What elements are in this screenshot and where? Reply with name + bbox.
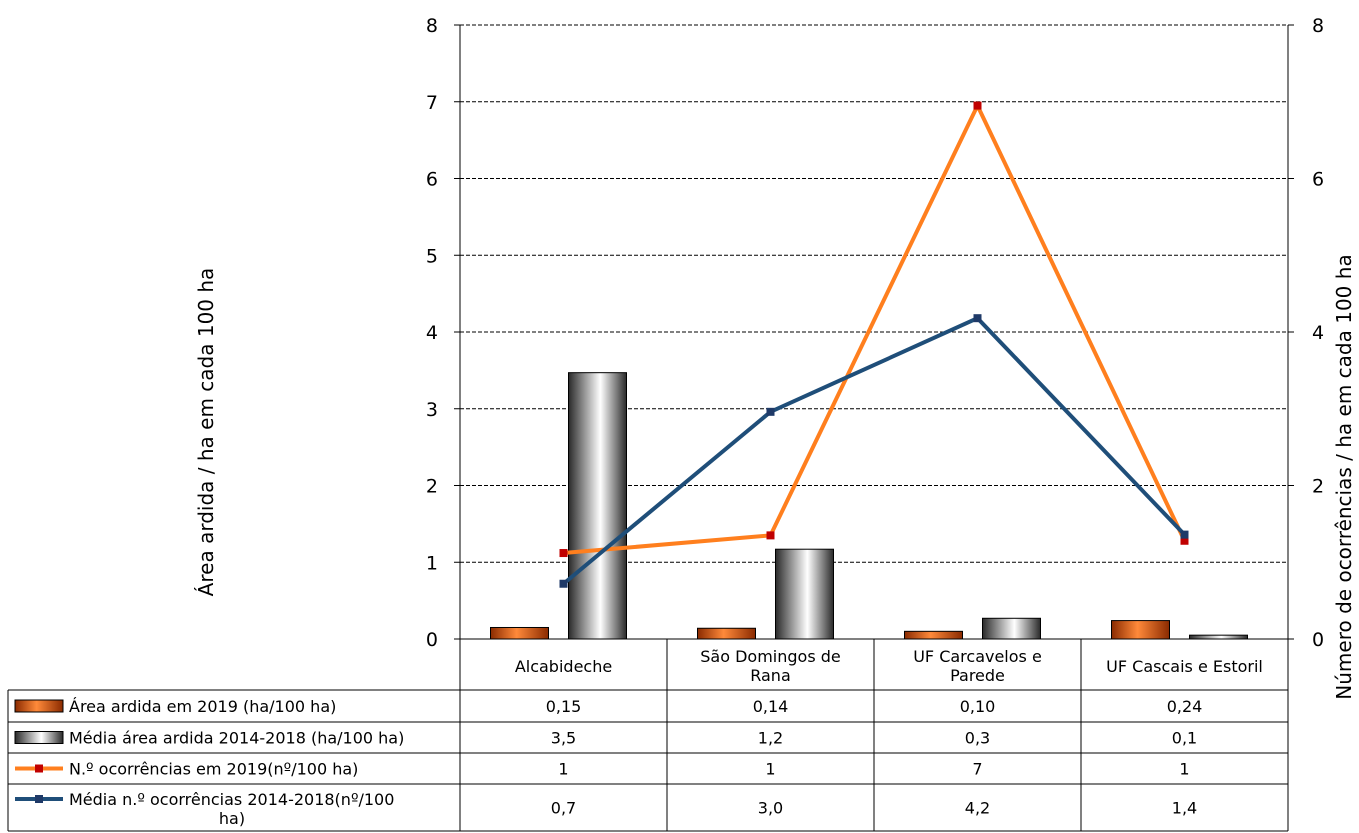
table-cell-value: 3,0: [758, 799, 783, 818]
data-point: [766, 531, 775, 540]
y-tick-label: 1: [426, 552, 438, 574]
axes: 0 1 2 3 4 5 6 7 8 0 2 4 6 8: [426, 15, 1324, 651]
table-cell-value: 1,2: [758, 729, 783, 748]
line-series: [559, 100, 1189, 588]
table-cell-value: 1,4: [1172, 799, 1197, 818]
data-point: [559, 549, 568, 558]
y2-tick-label: 0: [1312, 629, 1324, 651]
data-table: Alcabideche São Domingos de Rana UF Carcave…: [7, 639, 1289, 832]
y-tick-label: 4: [426, 322, 438, 344]
category-label: UF Cascais e Estoril: [1106, 657, 1263, 676]
legend-key: [14, 731, 64, 744]
bar: [697, 627, 756, 640]
legend-label: ha): [219, 809, 245, 828]
category-label: UF Carcavelos e Parede: [913, 647, 1042, 685]
bar: [982, 617, 1041, 640]
y-tick-label: 2: [426, 476, 438, 498]
legend-label: N.º ocorrências em 2019(nº/100 ha): [69, 760, 358, 779]
table-cell-value: 0,7: [551, 799, 576, 818]
table-cell-value: 0,15: [546, 697, 582, 716]
bar-series: [490, 372, 1248, 640]
legend-key-marker: [35, 764, 43, 773]
y2-tick-label: 6: [1312, 169, 1324, 191]
y2-tick-label: 8: [1312, 15, 1324, 37]
series-line: [562, 315, 1186, 586]
bar: [1111, 620, 1170, 640]
y-tick-label: 7: [426, 92, 438, 114]
data-point: [766, 407, 775, 416]
y-tick-label: 8: [426, 15, 438, 37]
series-line: [563, 100, 1187, 556]
y2-tick-label: 2: [1312, 476, 1324, 498]
table-cell-value: 0,14: [753, 697, 789, 716]
legend-key: [14, 699, 64, 713]
bar: [775, 548, 834, 640]
legend-key-marker: [35, 795, 43, 803]
legend-label: Área ardida em 2019 (ha/100 ha): [69, 697, 336, 716]
legend-label: Média n.º ocorrências 2014-2018(nº/100: [69, 790, 394, 809]
table-cell-value: 4,2: [965, 799, 990, 818]
data-point: [559, 579, 568, 588]
table-cell-value: 1: [765, 760, 775, 779]
category-label: Alcabideche: [515, 657, 612, 676]
bar: [568, 372, 627, 640]
y2-tick-label: 4: [1312, 322, 1324, 344]
data-point: [973, 314, 982, 323]
table-cell-value: 0,3: [965, 729, 990, 748]
table-cell-value: 1: [558, 760, 568, 779]
table-cell-value: 0,1: [1172, 729, 1197, 748]
data-point: [1180, 536, 1189, 545]
y-tick-label: 0: [426, 629, 438, 651]
bar: [904, 630, 963, 640]
table-cell-value: 1: [1179, 760, 1189, 779]
category-label: São Domingos de Rana: [700, 647, 840, 685]
bar: [490, 626, 549, 640]
table-cell-value: 3,5: [551, 729, 576, 748]
secondary-y-axis-label: Número de ocorrências / ha em cada 100 h…: [1332, 254, 1356, 699]
table-cell-value: 0,24: [1167, 697, 1203, 716]
legend-label: Média área ardida 2014-2018 (ha/100 ha): [69, 729, 404, 748]
table-cell-value: 0,10: [960, 697, 996, 716]
data-point: [973, 101, 982, 110]
y-tick-label: 3: [426, 399, 438, 421]
bar: [1189, 634, 1248, 640]
y-tick-label: 5: [426, 245, 438, 267]
y-axis-label: Área ardida / ha em cada 100 ha: [194, 268, 218, 597]
y-tick-label: 6: [426, 169, 438, 191]
data-point: [1180, 530, 1189, 539]
table-cell-value: 7: [972, 760, 982, 779]
